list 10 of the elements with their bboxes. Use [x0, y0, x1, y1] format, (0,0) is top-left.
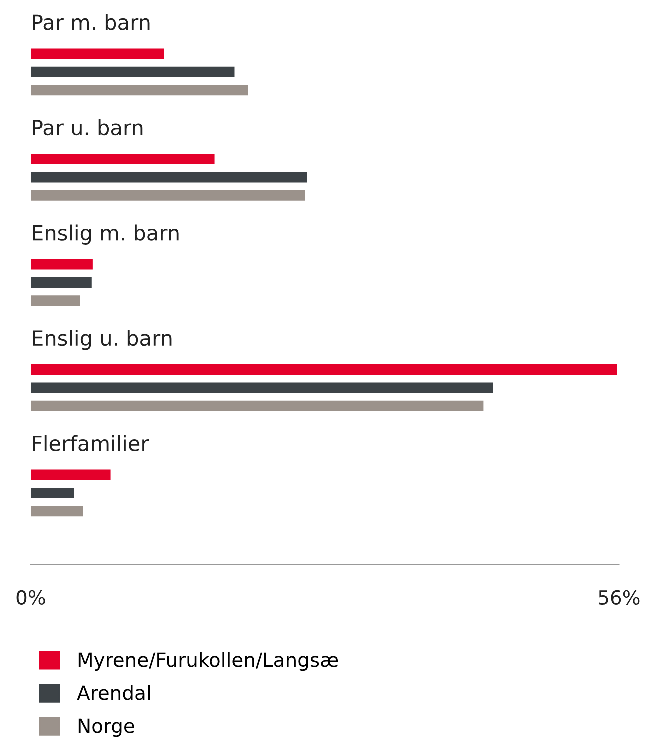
y-tick-label: Enslig u. barn	[33, 330, 172, 350]
legend-label: Norge	[78, 718, 134, 738]
legend-label: Myrene/Furukollen/Langsæ	[78, 652, 338, 672]
x-tick-label: 56%	[599, 590, 640, 606]
y-tick-label: Par m. barn	[33, 14, 150, 30]
legend-label: Arendal	[77, 685, 150, 700]
y-tick-label: Enslig m. barn	[33, 224, 179, 245]
x-tick-label: 0%	[16, 590, 46, 606]
y-tick-label: Flerfamilier	[33, 435, 150, 452]
y-tick-label: Par u. barn	[33, 120, 143, 136]
